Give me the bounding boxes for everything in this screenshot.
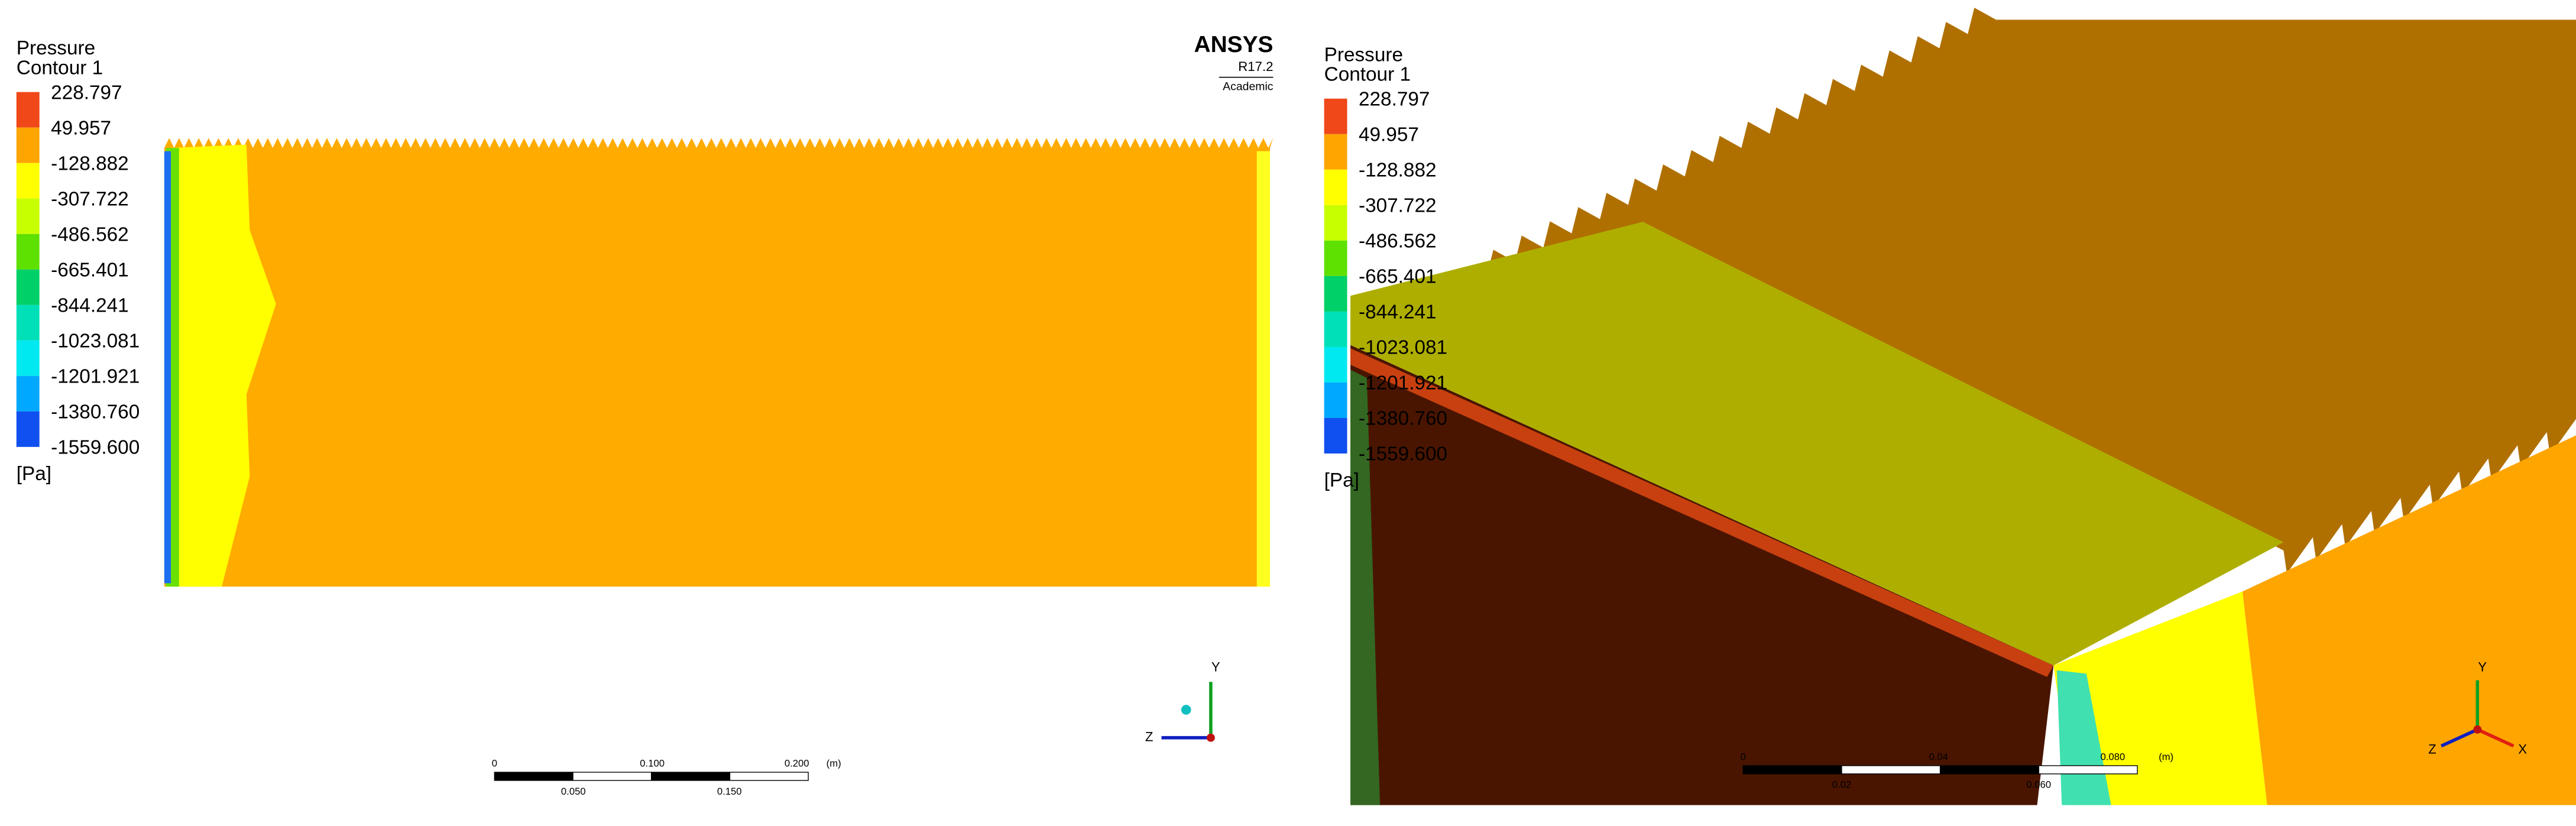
legend-swatch [16,340,40,376]
triad-label: Z [1145,730,1153,744]
legend-title: Pressure [1324,44,1403,66]
legend-level: -1201.921 [1359,372,1447,394]
logo-license: Academic [1223,80,1274,93]
triad-axis [2477,728,2515,748]
triad-axis [2440,728,2478,748]
legend-level: -486.562 [1359,230,1437,252]
contour-band [1350,370,1381,805]
legend-unit: [Pa] [1324,469,1359,491]
legend-swatch [16,92,40,128]
legend-swatch [16,269,40,305]
legend-level: -128.882 [51,153,129,174]
legend-swatch [16,163,40,199]
scale-label: 0.080 [2101,751,2125,762]
legend-level: -665.401 [51,259,129,281]
triad-label: Z [2428,741,2436,756]
legend-swatch [16,234,40,270]
contour-band [1350,345,2054,805]
scale-segment [729,772,809,781]
scale-label: 0.100 [640,758,665,769]
legend-swatch [1324,311,1347,347]
scale-segment [494,772,573,781]
legend-level: -844.241 [51,294,129,316]
legend-level: 49.957 [1359,124,1419,145]
legend-swatch [1324,417,1347,454]
legend-swatch [16,305,40,341]
legend-level: 228.797 [51,82,122,103]
legend-level: -665.401 [1359,265,1437,287]
right-viewport [1350,8,2576,805]
legend-level: -844.241 [1359,302,1437,323]
legend-swatch [1324,98,1347,134]
legend-subtitle: Contour 1 [17,57,103,79]
scale-label: 0.02 [1832,779,1851,791]
legend-level: -1023.081 [1359,337,1447,359]
legend-swatch [16,127,40,163]
contour-band [1350,348,2054,677]
contour-body [164,138,1274,587]
logo-name: ANSYS [1194,32,1273,57]
legend-level: -307.722 [1359,195,1437,216]
legend-title: Pressure [17,37,95,59]
left-viewport: ANSYS R17.2 Academic [164,32,1274,715]
legend-unit: [Pa] [17,463,51,485]
scale-label: (m) [2159,751,2173,762]
legend-subtitle: Contour 1 [1324,64,1411,86]
contour-band [1350,222,2284,666]
legend-swatch [16,411,40,447]
scale-label: 0.050 [561,786,586,797]
legend-level: 49.957 [51,117,111,139]
contour-body [1486,8,2576,574]
scale-segment [572,772,652,781]
legend-swatch [16,375,40,412]
scale-label: 0 [492,758,497,769]
legend-swatch [16,198,40,234]
scale-label: (m) [827,758,841,769]
legend-level: -1023.081 [51,330,140,352]
legend-swatch [1324,205,1347,241]
contour-band [170,144,276,587]
scale-segment [2038,765,2138,775]
contour-band [2053,591,2267,805]
legend-swatch [1324,382,1347,418]
legend-swatch [1324,134,1347,170]
scale-label: 0 [1741,751,1746,762]
triad-origin [2473,725,2482,734]
legend-level: 228.797 [1359,88,1430,110]
legend-swatch [1324,276,1347,312]
scale-segment [1939,765,2040,775]
legend-level: -1559.600 [51,436,140,458]
logo-version: R17.2 [1238,59,1273,74]
scale-label: 0.060 [2027,779,2052,791]
legend-level: -128.882 [1359,159,1437,181]
legend-level: -486.562 [51,223,129,245]
scale-label: 0.200 [785,758,809,769]
contour-band [1256,151,1270,587]
legend-level: -307.722 [51,188,129,210]
triad-label: Y [1211,659,1220,674]
triad-dot [1181,705,1191,715]
scale-label: 0.150 [717,786,742,797]
legend-swatch [1324,169,1347,205]
scale-segment [1841,765,1941,775]
legend-level: -1201.921 [51,365,140,387]
legend-level: -1380.760 [51,401,140,423]
triad-origin [1206,733,1215,742]
legend-level: -1559.600 [1359,443,1447,465]
scale-segment [1742,765,1842,775]
contour-band [2242,435,2576,805]
scale-segment [651,772,731,781]
scale-label: 0.04 [1929,751,1948,762]
legend-swatch [1324,240,1347,276]
contour-band [164,151,171,584]
triad-label: X [2518,741,2527,756]
legend-swatch [1324,346,1347,383]
legend-level: -1380.760 [1359,408,1447,430]
triad-label: Y [2478,659,2487,674]
